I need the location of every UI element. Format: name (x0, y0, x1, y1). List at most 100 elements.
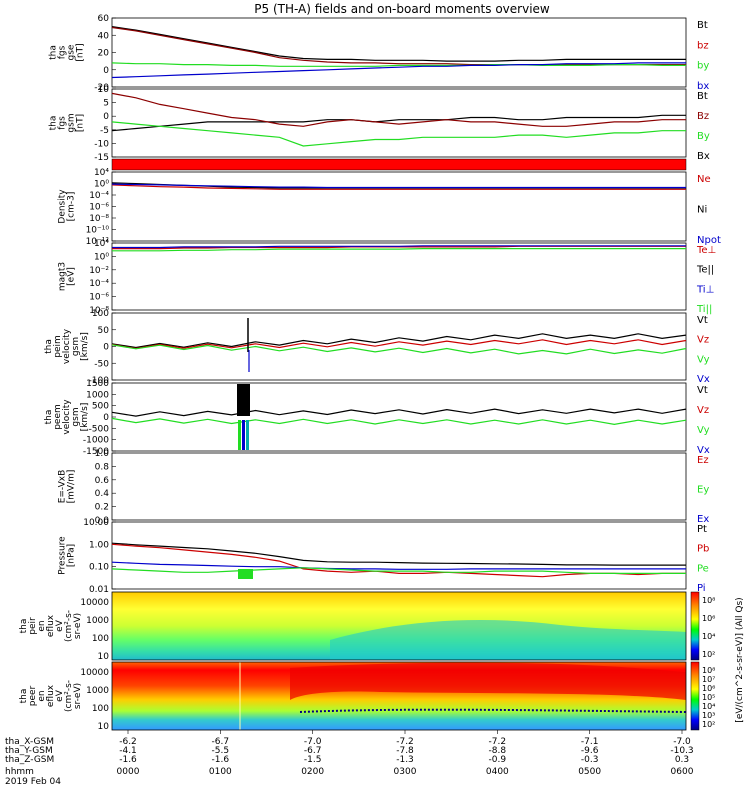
ytick-label: 10⁻⁸ (89, 306, 109, 316)
ephem-value: -7.2 (489, 737, 507, 747)
legend-Ni: Ni (697, 205, 707, 216)
ytick-label: 50 (98, 326, 110, 336)
ytick-label: 10⁴ (94, 168, 109, 178)
panel-pressure: 10.00 1.00 0.10 0.01 Pressure [nPa] Pt Pb Pe Pi (58, 518, 710, 595)
ephem-value: -1.6 (119, 755, 137, 765)
ytick-label: 1500 (86, 379, 109, 389)
legend-bx: bx (697, 81, 709, 92)
series-Bz (111, 92, 686, 127)
panel-frame (111, 661, 687, 731)
ytick-label: 1.0 (95, 449, 110, 459)
series-Bt (111, 26, 686, 62)
ytick-label: 0 (103, 112, 109, 122)
ytick-label: 40 (98, 31, 110, 41)
legend-Npot: Npot (697, 235, 721, 246)
ephem-value: -7.1 (581, 737, 599, 747)
series-Bt (111, 114, 686, 132)
series-Ti|| (112, 248, 686, 252)
ephem-label: tha_X-GSM (5, 737, 54, 747)
ylabel-line: eflux (46, 614, 56, 637)
legend-Ex: Ex (697, 514, 709, 525)
ylabel-line: gsm (67, 113, 77, 132)
ylabel-line: eV (55, 619, 65, 632)
ytick-label: 1000 (86, 616, 109, 626)
ytick-label: 10⁻⁸ (89, 214, 109, 224)
legend-Ne: Ne (697, 174, 711, 185)
colorbar-tick: 10² (702, 720, 715, 729)
ytick-label: 10⁴ (94, 239, 109, 249)
colorbar-tick: 10⁵ (702, 693, 715, 702)
ylabel-line: tha (19, 689, 29, 704)
legend-bz: bz (697, 40, 709, 51)
series-Vz (111, 339, 687, 350)
ephem-value: -7.2 (396, 737, 414, 747)
ephem-value: -0.3 (581, 755, 599, 765)
series-Vt (111, 408, 687, 417)
ylabel-line: [cm-3] (67, 192, 77, 222)
legend-Pb: Pb (697, 544, 709, 555)
ytick-label: -1500 (83, 447, 109, 457)
ytick-label: 10 (98, 85, 110, 95)
ylabel-line: tha (49, 116, 59, 131)
ytick-label: 100 (92, 704, 109, 714)
spectrogram-peer-eflux: 10000 1000 100 10 tha peer en eflux eV (cm²-s-sr-… (19, 661, 715, 732)
ytick-label: -20 (94, 83, 109, 93)
flux-edge (299, 708, 687, 713)
legend-Te⊥: Te⊥ (696, 245, 716, 256)
legend-Pt: Pt (697, 524, 707, 535)
colorbar (690, 661, 700, 731)
panel-ylabel: E=-VxB [mV/m] (58, 470, 77, 504)
ylabel-line: [km/s] (80, 332, 90, 361)
panel-frame (111, 382, 687, 452)
ytick-label: 1000 (86, 390, 109, 400)
colorbar-label: [eV/(cm^2-s-sr-eV)] (All Qs) (735, 597, 745, 722)
series-By (111, 121, 686, 147)
panel-efield: 1.0 0.8 0.6 0.4 0.2 0.0 E=-VxB [mV/m] Ez Ey Ex (58, 449, 710, 526)
legend-Vy: Vy (697, 425, 710, 436)
ytick-label: 1000 (86, 686, 109, 696)
panel-ylabel: magt3 [eV] (58, 262, 77, 291)
ytick-label: -1000 (83, 436, 109, 446)
ytick-label: -5 (100, 126, 109, 136)
ylabel-line: gsm (71, 407, 81, 426)
ylabel-line: velocity (62, 328, 72, 364)
ytick-label: -500 (89, 424, 110, 434)
panel-ylabel: tha fgs gsm [nT] (49, 113, 86, 132)
ylabel-line: eV (55, 689, 65, 702)
ylabel-line: [nT] (76, 114, 86, 132)
panel-ylabel: Pressure [nPa] (58, 536, 77, 575)
panel-frame (111, 242, 687, 311)
series-Ne (111, 184, 686, 190)
ylabel-line: velocity (62, 399, 72, 435)
ylabel-line: en (37, 620, 47, 631)
ephem-value: -8.8 (489, 746, 507, 756)
ytick-label: -15 (94, 153, 109, 163)
series-Vt (111, 333, 687, 349)
ytick-label: 10⁻⁶ (89, 293, 109, 303)
ytick-label: 0.0 (95, 516, 110, 526)
spike-block (246, 420, 249, 450)
ytick-label: 0 (103, 413, 109, 423)
xtick-label: 0500 (578, 767, 601, 777)
xtick-label: 0100 (209, 767, 232, 777)
legend-Vx: Vx (697, 374, 710, 385)
flux-region (290, 662, 686, 700)
panel-frame (111, 17, 687, 88)
ytick-label: 0.8 (95, 462, 110, 472)
ytick-label: 0.10 (89, 563, 109, 573)
legend-By: By (697, 131, 710, 142)
ephem-value: -1.3 (396, 755, 414, 765)
ytick-label: 0.4 (95, 489, 110, 499)
ytick-label: 10000 (80, 598, 109, 608)
ylabel-line: E=-VxB (58, 470, 68, 504)
ylabel-line: gsm (71, 337, 81, 356)
series-Ti⊥ (112, 245, 686, 249)
panel-frame (111, 521, 687, 590)
colorbar-tick: 10⁸ (702, 666, 715, 675)
panel-frame (111, 88, 687, 158)
legend-Ti||: Ti|| (696, 304, 712, 315)
ytick-label: 10⁰ (94, 252, 109, 262)
legend-Vz: Vz (697, 405, 709, 416)
series-Vy (111, 417, 687, 426)
